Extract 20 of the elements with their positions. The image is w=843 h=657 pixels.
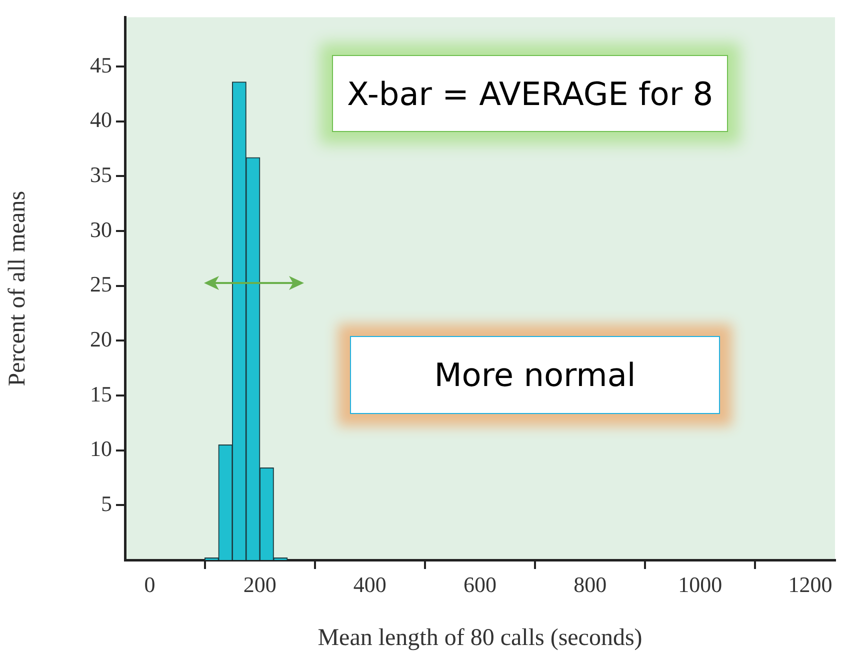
x-tick-label: 600	[464, 572, 496, 597]
y-tick-label: 30	[90, 216, 112, 242]
y-tick-label: 25	[90, 272, 112, 297]
y-tick-label: 35	[90, 162, 112, 187]
y-tick-label: 40	[90, 107, 112, 132]
y-tick-label: 20	[90, 326, 112, 352]
x-tick-label: 1000	[678, 572, 722, 597]
y-tick-label: 45	[90, 52, 112, 78]
callout-box: More normal	[350, 336, 720, 414]
x-tick-label: 200	[243, 572, 276, 597]
y-tick-label: 10	[90, 436, 112, 462]
y-tick-label: 5	[101, 490, 112, 516]
y-tick-label: 15	[90, 381, 112, 406]
x-tick-label: 0	[144, 572, 156, 597]
x-tick-label: 400	[353, 572, 386, 597]
x-axis-title: Mean length of 80 calls (seconds)	[318, 624, 642, 651]
x-tick-label: 800	[574, 572, 607, 597]
x-tick-label: 1200	[788, 572, 832, 597]
callout-box: X-bar = AVERAGE for 8	[332, 55, 728, 132]
y-axis-title: Percent of all means	[4, 190, 31, 386]
